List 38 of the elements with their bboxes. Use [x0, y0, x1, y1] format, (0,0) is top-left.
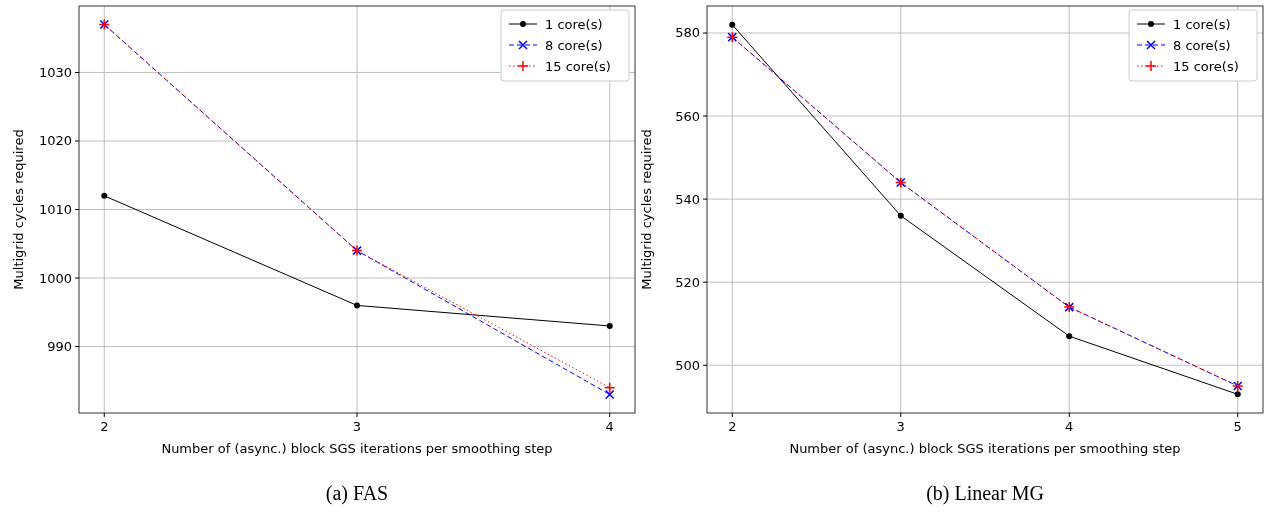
y-axis-title: Multigrid cycles required	[639, 129, 654, 290]
y-tick-label: 500	[675, 357, 700, 373]
legend-label: 1 core(s)	[1173, 17, 1231, 32]
point	[354, 302, 360, 309]
text: (b) Linear MG	[926, 482, 1044, 505]
y-axis-title: Multigrid cycles required	[11, 129, 26, 290]
legend-label: 8 core(s)	[545, 38, 603, 53]
legend-label: 15 core(s)	[545, 59, 611, 74]
point	[729, 21, 736, 28]
x-tick-label: 5	[1233, 419, 1242, 434]
point	[897, 212, 904, 219]
y-tick-label: 990	[47, 339, 72, 355]
x-tick-label: 3	[352, 419, 362, 434]
legend-label: 1 core(s)	[545, 17, 603, 32]
legend-label: 8 core(s)	[1173, 38, 1231, 53]
y-tick-label: 520	[675, 274, 700, 290]
text: (a) FAS	[325, 482, 389, 505]
x-tick-label: 2	[728, 419, 737, 434]
x-tick-label: 2	[100, 419, 109, 434]
y-tick-label: 1030	[38, 64, 72, 80]
point	[603, 381, 616, 394]
x-axis-title: Number of (async.) block SGS iterations per smoothing step	[161, 441, 553, 456]
legend-label: 15 core(s)	[1173, 59, 1239, 74]
point	[604, 389, 615, 400]
x-tick-label: 4	[605, 419, 614, 434]
x-tick-label: 3	[896, 419, 905, 434]
y-tick-label: 560	[675, 108, 700, 124]
y-tick-label: 580	[675, 25, 700, 41]
x-tick-label: 4	[1065, 419, 1074, 434]
x-axis-title: Number of (async.) block SGS iterations per smoothing step	[789, 441, 1181, 456]
y-tick-label: 1000	[38, 270, 72, 286]
point	[606, 322, 613, 329]
point	[101, 192, 108, 199]
y-tick-label: 1010	[38, 202, 72, 217]
y-tick-label: 1020	[38, 133, 72, 149]
point	[1234, 391, 1241, 398]
point	[1066, 333, 1073, 340]
y-tick-label: 540	[675, 191, 700, 207]
